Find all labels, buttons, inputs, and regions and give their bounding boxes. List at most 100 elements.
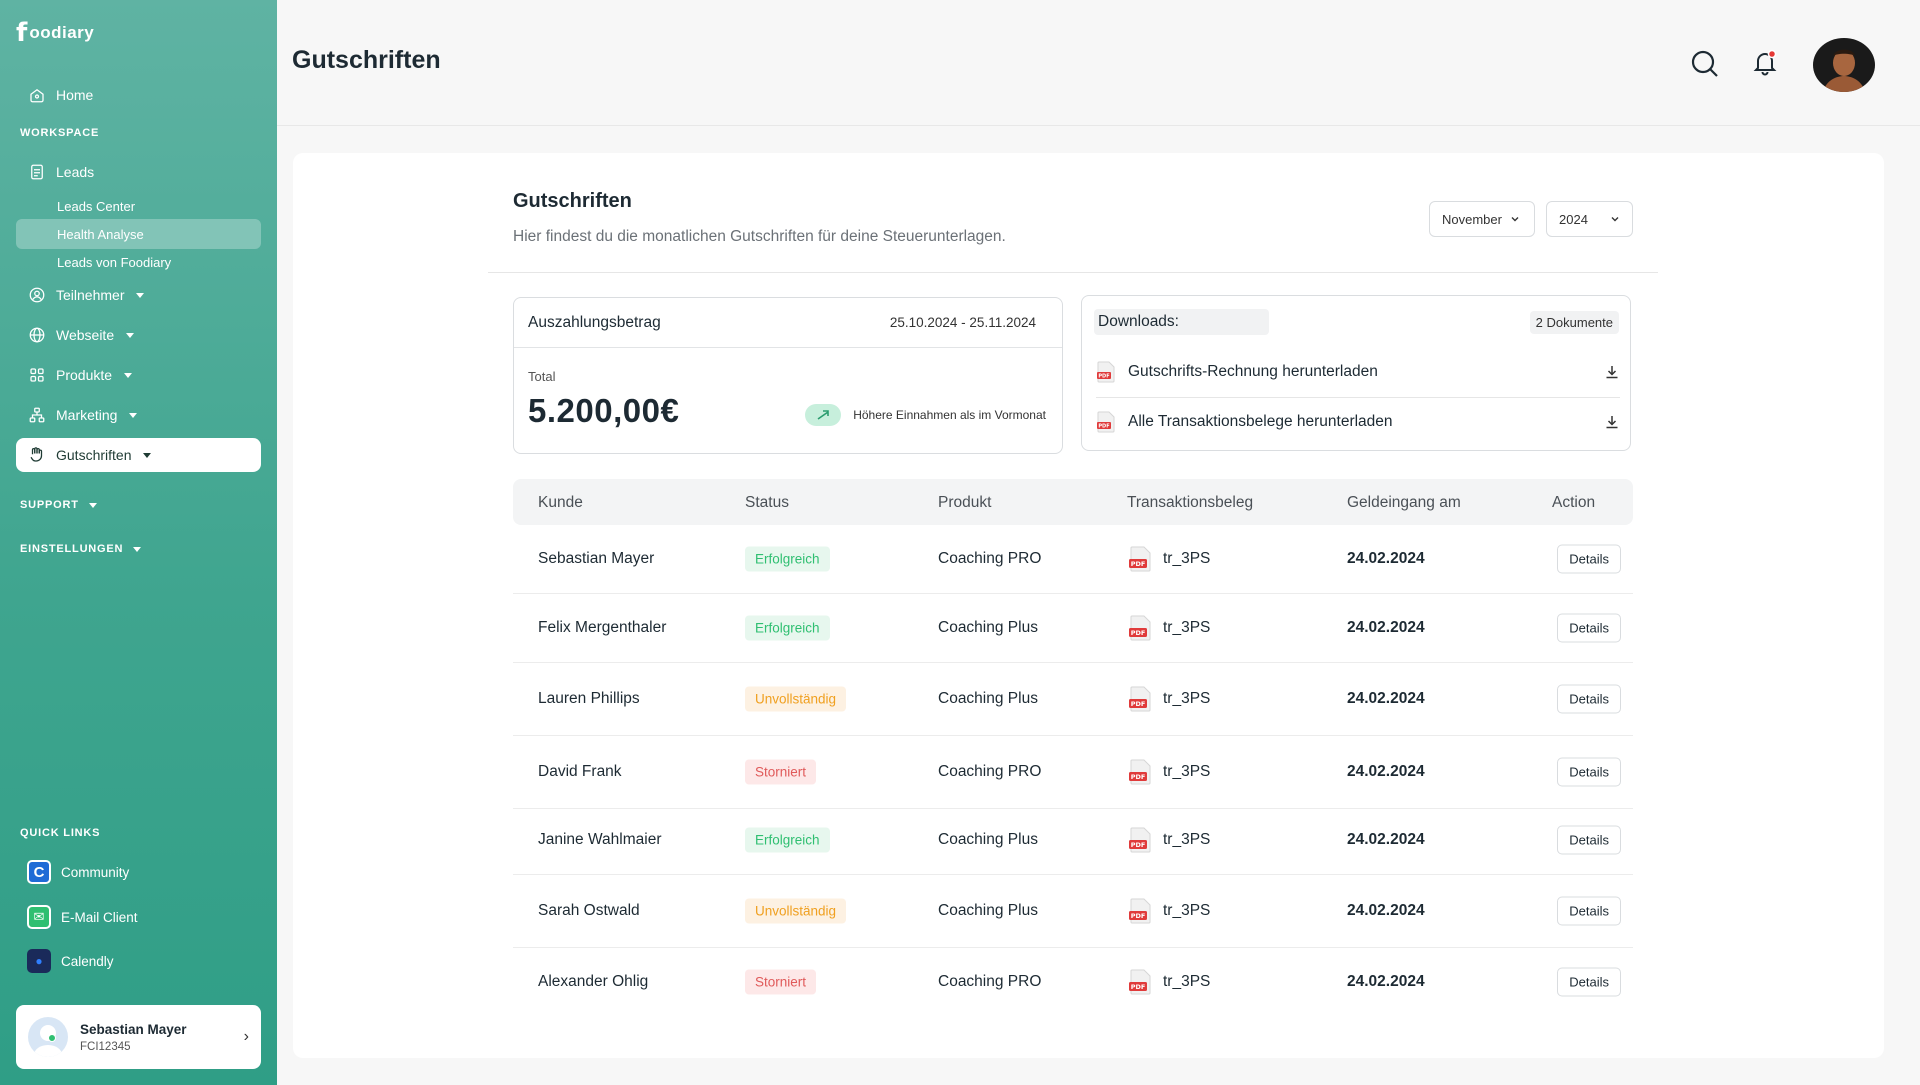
column-transaktionsbeleg[interactable]: Transaktionsbeleg — [1127, 494, 1254, 511]
section-einstellungen[interactable]: EINSTELLUNGEN — [20, 543, 142, 555]
details-button[interactable]: Details — [1557, 684, 1621, 714]
header-avatar[interactable] — [1813, 38, 1875, 92]
cell-transaktionsbeleg[interactable]: PDF tr_3PS — [1127, 826, 1210, 854]
table-row: Sarah Ostwald Unvollständig Coaching Plu… — [513, 875, 1633, 948]
community-icon: C — [27, 860, 51, 884]
cell-produkt: Coaching Plus — [938, 831, 1038, 848]
details-button[interactable]: Details — [1557, 896, 1621, 926]
payout-box: Auszahlungsbetrag 25.10.2024 - 25.11.202… — [513, 297, 1063, 454]
details-button[interactable]: Details — [1557, 544, 1621, 573]
caret-down-icon — [133, 546, 142, 552]
logo-word: oodiary — [29, 23, 95, 42]
cell-produkt: Coaching PRO — [938, 973, 1042, 990]
cell-geldeingang: 24.02.2024 — [1347, 831, 1425, 848]
status-badge: Storniert — [745, 969, 817, 995]
globe-icon — [29, 327, 45, 343]
calendly-icon: ● — [27, 949, 51, 973]
nav-home[interactable]: Home — [16, 78, 261, 112]
bell-icon[interactable] — [1749, 46, 1781, 78]
sub-leads-von-foodiary[interactable]: Leads von Foodiary — [57, 254, 172, 270]
cell-kunde: Sarah Ostwald — [538, 902, 640, 919]
status-badge: Storniert — [745, 759, 817, 785]
section-support[interactable]: SUPPORT — [20, 499, 97, 511]
table-row: David Frank Storniert Coaching PRO PDF t… — [513, 736, 1633, 809]
column-status[interactable]: Status — [745, 494, 789, 511]
quick-link-email-client[interactable]: ✉ E-Mail Client — [27, 905, 138, 929]
cell-geldeingang: 24.02.2024 — [1347, 549, 1425, 567]
hierarchy-icon — [29, 407, 45, 423]
details-button[interactable]: Details — [1557, 757, 1621, 787]
cell-geldeingang: 24.02.2024 — [1347, 619, 1425, 636]
year-select-value: 2024 — [1559, 211, 1588, 227]
svg-text:PDF: PDF — [1131, 983, 1146, 991]
nav-webseite[interactable]: Webseite — [16, 318, 261, 352]
download-icon[interactable] — [1604, 414, 1620, 430]
nav-gutschriften[interactable]: Gutschriften — [16, 438, 261, 472]
svg-text:PDF: PDF — [1131, 560, 1146, 568]
month-select[interactable]: November — [1429, 201, 1535, 237]
svg-text:PDF: PDF — [1131, 629, 1146, 637]
section-support-label: SUPPORT — [20, 499, 79, 511]
cell-transaktionsbeleg[interactable]: PDF tr_3PS — [1127, 968, 1210, 996]
beleg-id: tr_3PS — [1163, 902, 1211, 919]
payout-title: Auszahlungsbetrag — [528, 313, 661, 331]
nav-produkte[interactable]: Produkte — [16, 358, 261, 392]
details-button[interactable]: Details — [1557, 825, 1621, 855]
downloads-header: Downloads: 2 Dokumente — [1082, 296, 1630, 348]
table-row: Alexander Ohlig Storniert Coaching PRO P… — [513, 948, 1633, 1016]
details-button[interactable]: Details — [1557, 967, 1621, 997]
search-icon[interactable] — [1689, 48, 1721, 80]
cell-transaktionsbeleg[interactable]: PDF tr_3PS — [1127, 758, 1210, 786]
section-einstellungen-label: EINSTELLUNGEN — [20, 543, 124, 555]
total-label: Total — [528, 369, 556, 384]
nav-home-label: Home — [56, 87, 94, 103]
user-profile-card[interactable]: Sebastian Mayer FCI12345 › — [16, 1005, 261, 1069]
cell-transaktionsbeleg[interactable]: PDF tr_3PS — [1127, 685, 1210, 713]
nav-leads[interactable]: Leads — [16, 155, 261, 189]
payout-date-range: 25.10.2024 - 25.11.2024 — [889, 315, 1036, 330]
user-info: Sebastian Mayer FCI12345 — [80, 1022, 187, 1053]
caret-down-icon — [126, 332, 135, 338]
cell-transaktionsbeleg[interactable]: PDF tr_3PS — [1127, 614, 1210, 642]
sub-health-analyse[interactable]: Health Analyse — [16, 219, 261, 249]
download-icon[interactable] — [1604, 364, 1620, 380]
cell-transaktionsbeleg[interactable]: PDF tr_3PS — [1127, 897, 1210, 925]
cell-produkt: Coaching Plus — [938, 619, 1038, 636]
year-select[interactable]: 2024 — [1546, 201, 1633, 237]
beleg-id: tr_3PS — [1163, 549, 1211, 567]
pdf-file-icon: PDF — [1097, 411, 1115, 433]
cell-geldeingang: 24.02.2024 — [1347, 690, 1425, 707]
sidebar: f oodiary Home WORKSPACE Leads Leads Cen… — [0, 0, 277, 1085]
quick-link-community[interactable]: C Community — [27, 860, 129, 884]
cell-kunde: Alexander Ohlig — [538, 973, 649, 990]
foodiary-logo[interactable]: f oodiary — [16, 18, 94, 48]
status-badge: Erfolgreich — [745, 615, 830, 641]
section-title: Gutschriften — [513, 190, 632, 212]
cell-kunde: David Frank — [538, 763, 622, 780]
section-subtitle: Hier findest du die monatlichen Gutschri… — [513, 228, 1006, 245]
details-button[interactable]: Details — [1557, 613, 1621, 643]
payout-header: Auszahlungsbetrag 25.10.2024 - 25.11.202… — [514, 298, 1062, 348]
svg-text:PDF: PDF — [1098, 424, 1109, 430]
home-icon — [30, 88, 44, 103]
nav-teilnehmer[interactable]: Teilnehmer — [16, 278, 261, 312]
pdf-file-icon: PDF — [1129, 898, 1151, 924]
svg-text:PDF: PDF — [1131, 912, 1146, 920]
cell-transaktionsbeleg[interactable]: PDF tr_3PS — [1127, 545, 1210, 573]
caret-down-icon — [88, 502, 97, 508]
user-name: Sebastian Mayer — [80, 1021, 187, 1037]
nav-marketing[interactable]: Marketing — [16, 398, 261, 432]
cell-produkt: Coaching Plus — [938, 690, 1038, 707]
column-produkt[interactable]: Produkt — [938, 494, 992, 511]
column-kunde[interactable]: Kunde — [538, 494, 583, 511]
download-transaktionsbelege[interactable]: PDF Alle Transaktionsbelege herunterlade… — [1096, 398, 1620, 446]
nav-teilnehmer-label: Teilnehmer — [56, 287, 125, 303]
sub-leads-center[interactable]: Leads Center — [57, 198, 136, 214]
svg-text:PDF: PDF — [1131, 841, 1146, 849]
beleg-id: tr_3PS — [1163, 619, 1211, 636]
table-row: Felix Mergenthaler Erfolgreich Coaching … — [513, 594, 1633, 663]
nav-webseite-label: Webseite — [56, 327, 115, 343]
download-gutschrift-rechnung[interactable]: PDF Gutschrifts-Rechnung herunterladen — [1096, 348, 1620, 396]
quick-link-calendly[interactable]: ● Calendly — [27, 949, 114, 973]
column-geldeingang[interactable]: Geldeingang am — [1347, 494, 1461, 511]
